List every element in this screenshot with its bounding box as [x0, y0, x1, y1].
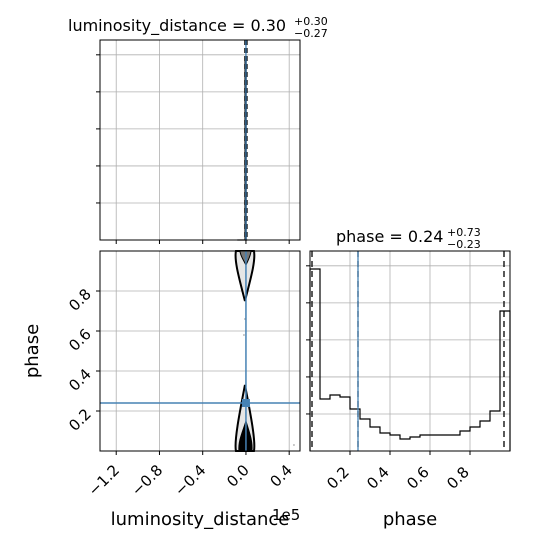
panel-joint: −1.2 −0.8 −0.4 0.0 0.4 0.2 0.4 0.6 0.8 luminosit… — [22, 250, 301, 530]
panel-phase-marginal: 0.2 0.4 0.6 0.8 phase = 0.24 +0.73 −0.23 ph… — [306, 226, 511, 530]
panel1-lines — [244, 40, 248, 240]
panel3-xtick-label: −0.8 — [128, 461, 166, 499]
panel1-title: luminosity_distance = 0.30 — [68, 16, 286, 36]
panel2-title-sub: −0.23 — [447, 238, 481, 251]
panel1-title-sub: −0.27 — [294, 27, 328, 40]
panel3-ytick-label: 0.8 — [65, 285, 95, 315]
panel2-lines — [311, 251, 505, 451]
panel3-frame — [99, 250, 301, 452]
panel1-ticks — [96, 54, 290, 244]
panel-luminosity-distance-marginal: luminosity_distance = 0.30 +0.30 −0.27 — [68, 15, 328, 244]
panel3-background — [100, 251, 300, 451]
panel2-frame — [309, 250, 511, 452]
panel1-title-sup: +0.30 — [294, 15, 328, 28]
yaxis-label-phase: phase — [22, 324, 43, 378]
scatter-point — [242, 334, 245, 336]
truth-marker — [241, 399, 250, 407]
panel3-xtick-label: −0.4 — [171, 461, 209, 499]
scatter-point — [292, 444, 295, 446]
panel2-xtick-label: 0.4 — [363, 463, 393, 493]
panel3-ytick-label: 0.2 — [65, 405, 95, 435]
xaxis-label-phase: phase — [383, 509, 437, 530]
x-offset-label: 1e5 — [272, 506, 300, 524]
xaxis-label-luminosity-distance: luminosity_distance — [111, 509, 290, 530]
panel3-contours — [234, 250, 295, 452]
panel2-title-base: phase = 0.24 — [336, 227, 443, 246]
panel1-title-base: luminosity_distance = 0.30 — [68, 16, 286, 36]
panel2-histogram — [309, 268, 511, 451]
panel3-ytick-label: 0.4 — [65, 365, 95, 395]
panel3-truth-lines — [100, 251, 300, 451]
panel2-xtick-label: 0.2 — [323, 463, 353, 493]
panel1-background — [100, 40, 300, 240]
panel3-xtick-label: −1.2 — [85, 461, 123, 499]
panel3-xtick-label: 0.0 — [223, 461, 253, 491]
panel3-ytick-label: 0.6 — [65, 325, 95, 355]
panel2-title: phase = 0.24 — [336, 227, 443, 246]
panel3-xtick-label: 0.4 — [266, 461, 296, 491]
contour-outer-top — [234, 250, 256, 302]
panel2-hist-step — [309, 268, 511, 451]
panel2-background — [310, 251, 510, 451]
panel2-grid — [310, 251, 510, 451]
panel1-frame — [99, 39, 301, 241]
panel2-title-sup: +0.73 — [447, 226, 481, 239]
panel2-xtick-label: 0.8 — [443, 463, 473, 493]
panel2-xtick-label: 0.6 — [403, 463, 433, 493]
